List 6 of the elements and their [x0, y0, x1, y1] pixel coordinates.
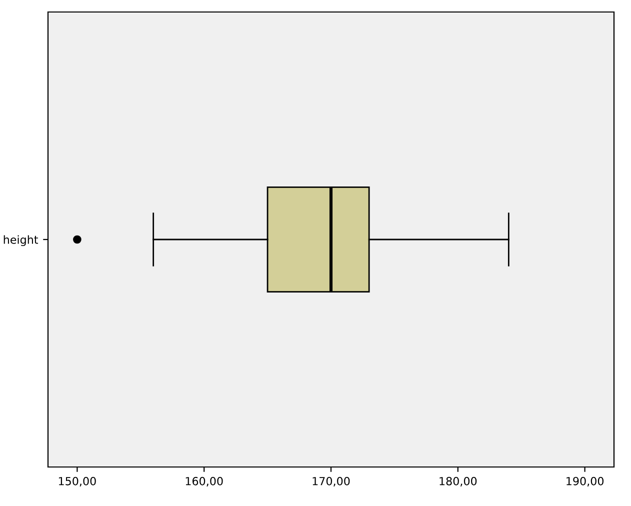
x-tick-label: 150,00	[58, 476, 96, 486]
x-tick-label: 170,00	[312, 476, 350, 486]
x-tick-label: 160,00	[186, 476, 223, 486]
x-tick-label: 180,00	[440, 476, 477, 486]
y-tick-label: height	[4, 235, 38, 246]
x-tick-label: 190,00	[566, 476, 604, 486]
